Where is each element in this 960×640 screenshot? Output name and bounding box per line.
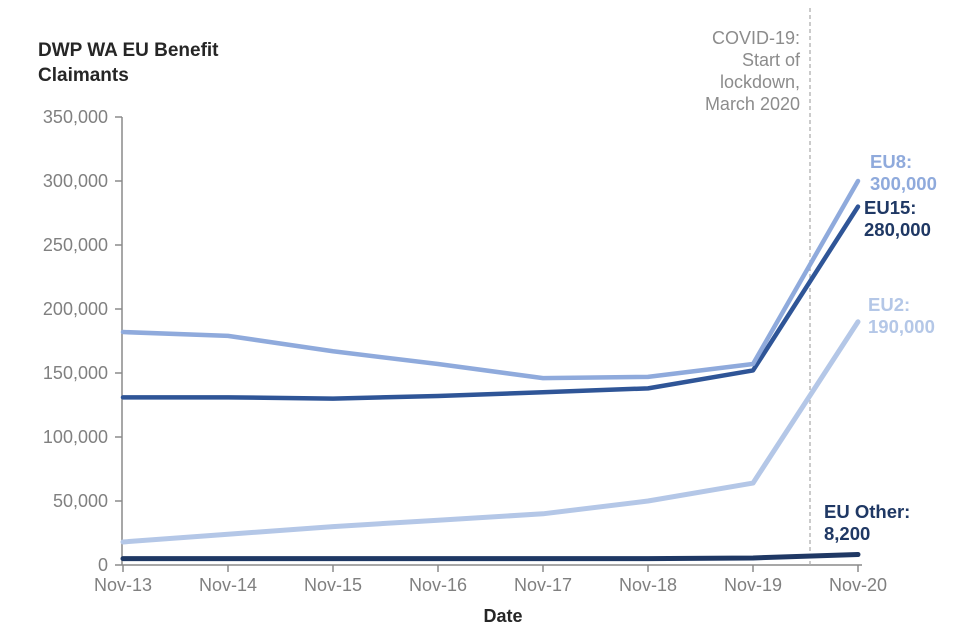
series-label-name: EU2: [868, 294, 911, 315]
series-label-eu2: EU2: 190,000 [868, 294, 935, 338]
series-label-eu8: EU8: 300,000 [870, 151, 937, 195]
series-label-name: EU8: [870, 151, 913, 172]
covid-annotation: COVID-19: Start of lockdown, March 2020 [630, 27, 800, 115]
series-label-eu-other: EU Other: 8,200 [824, 501, 910, 545]
x-tick-label: Nov-17 [513, 575, 573, 595]
covid-annotation-line: Start of [741, 50, 800, 70]
x-axis-title: Date [483, 606, 523, 626]
y-tick-label: 200,000 [42, 299, 108, 319]
chart-title-line2: Claimants [38, 65, 129, 86]
x-tick-label: Nov-18 [618, 575, 678, 595]
series-label-eu15: EU15: 280,000 [864, 197, 931, 241]
y-tick-label: 350,000 [42, 107, 108, 127]
y-tick-label: 250,000 [42, 235, 108, 255]
series-line-eu8 [120, 178, 861, 381]
series-line-eu2 [120, 319, 861, 545]
x-tick-label: Nov-14 [198, 575, 258, 595]
series-label-name: EU15: [864, 197, 917, 218]
y-tick-label: 150,000 [42, 363, 108, 383]
x-tick-label: Nov-15 [303, 575, 363, 595]
series-label-value: 280,000 [864, 219, 931, 240]
covid-annotation-line: March 2020 [704, 94, 800, 114]
x-tick-label: Nov-19 [723, 575, 783, 595]
y-tick-label: 50,000 [52, 491, 108, 511]
y-tick-label: 0 [97, 555, 108, 575]
x-tick-label: Nov-16 [408, 575, 468, 595]
chart-title: DWP WA EU Benefit Claimants [38, 38, 219, 88]
y-tick-label: 100,000 [42, 427, 108, 447]
covid-annotation-line: lockdown, [719, 72, 800, 92]
x-tick-label: Nov-20 [828, 575, 888, 595]
series-label-name: EU Other: [824, 501, 911, 522]
y-tick-label: 300,000 [42, 171, 108, 191]
series-line-eu-other [120, 552, 861, 562]
chart-title-line1: DWP WA EU Benefit [38, 40, 219, 61]
series-label-value: 300,000 [870, 173, 937, 194]
series-line-eu15 [120, 204, 861, 401]
x-tick-label: Nov-13 [93, 575, 153, 595]
covid-annotation-line: COVID-19: [711, 28, 800, 48]
series-label-value: 190,000 [868, 316, 935, 337]
series-label-value: 8,200 [824, 523, 871, 544]
